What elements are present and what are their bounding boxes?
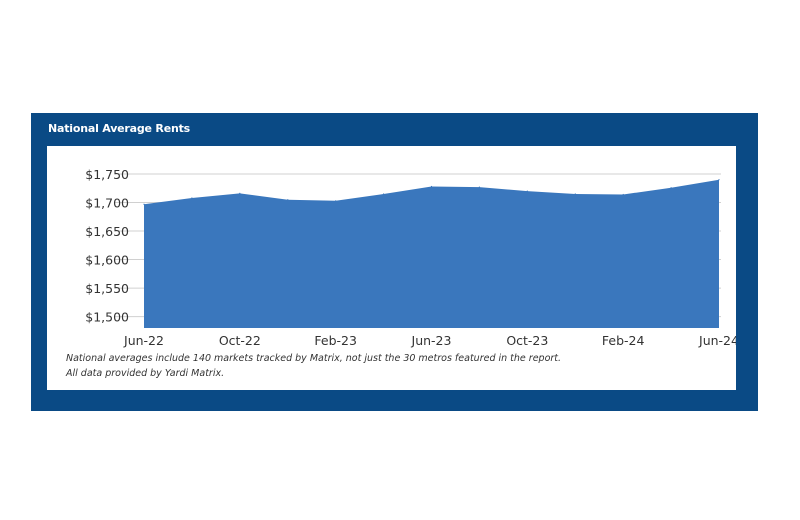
y-tick-label: $1,550 [85, 281, 129, 296]
x-tick-label: Feb-23 [314, 333, 357, 348]
chart-panel: National Average Rents $1,500 $1,550 $1,60… [31, 113, 758, 411]
chart-card: $1,500 $1,550 $1,600 $1,650 $1,700 $1,750 Jun-… [47, 146, 736, 390]
y-tick-label: $1,500 [85, 310, 129, 325]
data-point [574, 193, 576, 195]
data-point [143, 203, 145, 205]
area-chart: $1,500 $1,550 $1,600 $1,650 $1,700 $1,750 Jun-… [85, 167, 736, 348]
rent-area [144, 179, 719, 328]
x-tick-label: Oct-23 [506, 333, 548, 348]
footnote-markets: National averages include 140 markets tr… [66, 353, 562, 364]
data-point [383, 193, 385, 195]
y-tick-label: $1,750 [85, 167, 129, 182]
data-point [191, 197, 193, 199]
data-point [430, 185, 433, 188]
x-tick-label: Oct-22 [219, 333, 261, 348]
data-point [335, 200, 337, 202]
x-tick-label: Jun-23 [411, 333, 452, 348]
y-tick-label: $1,650 [85, 224, 129, 239]
y-tick-label: $1,600 [85, 253, 129, 268]
data-point [239, 192, 241, 194]
x-tick-label: Jun-24 [698, 333, 736, 348]
chart-title: National Average Rents [48, 122, 190, 135]
data-point [478, 186, 480, 188]
data-point [287, 199, 289, 201]
data-point [670, 187, 672, 189]
data-point [526, 190, 528, 192]
x-tick-label: Jun-22 [123, 333, 164, 348]
data-point [718, 179, 720, 181]
y-tick-label: $1,700 [85, 196, 129, 211]
x-tick-label: Feb-24 [602, 333, 645, 348]
footnote-source: All data provided by Yardi Matrix. [66, 368, 225, 379]
data-point [622, 193, 624, 196]
